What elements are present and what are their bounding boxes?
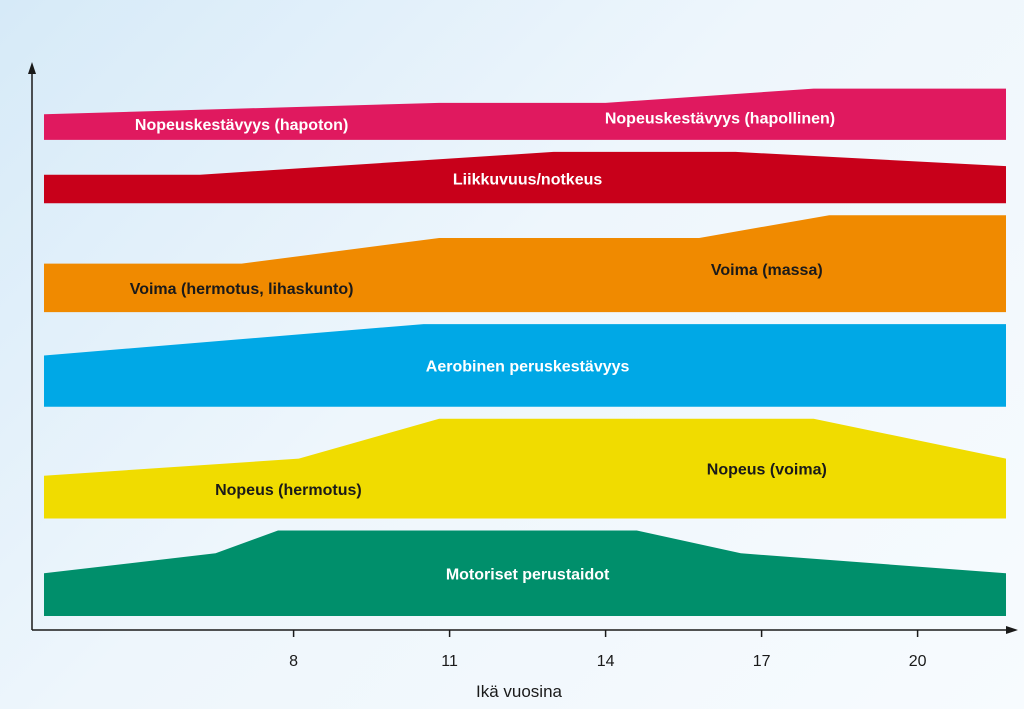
band-label-voima-2: Voima (massa) xyxy=(711,262,823,279)
x-tick-label: 20 xyxy=(909,653,927,670)
band-label-aerobinen-1: Aerobinen peruskestävyys xyxy=(426,358,630,375)
x-ticks: 8 11 14 17 20 xyxy=(289,630,927,670)
band-label-motoriset-1: Motoriset perustaidot xyxy=(446,566,610,583)
band-label-nopeuskestavyys-2: Nopeuskestävyys (hapollinen) xyxy=(605,110,835,127)
x-tick-label: 8 xyxy=(289,653,298,670)
band-liikkuvuus xyxy=(44,151,1006,204)
axes xyxy=(28,62,1018,634)
x-tick-label: 14 xyxy=(597,653,615,670)
y-axis-arrow xyxy=(28,62,36,74)
band-label-liikkuvuus-1: Liikkuvuus/notkeus xyxy=(453,171,602,188)
band-label-nopeus-2: Nopeus (voima) xyxy=(707,462,827,479)
x-tick-label: 11 xyxy=(441,653,458,670)
band-label-nopeuskestavyys-1: Nopeuskestävyys (hapoton) xyxy=(135,117,348,134)
band-motoriset xyxy=(44,530,1006,616)
x-axis-title: Ikä vuosina xyxy=(476,682,563,701)
band-label-voima-1: Voima (hermotus, lihaskunto) xyxy=(130,281,354,298)
x-tick-label: 17 xyxy=(753,653,771,670)
band-aerobinen xyxy=(44,324,1006,407)
band-label-nopeus-1: Nopeus (hermotus) xyxy=(215,482,362,499)
bands: Motoriset perustaidot Nopeus (hermotus) No… xyxy=(44,88,1006,616)
band-nopeuskestavyys xyxy=(44,88,1006,140)
band-voima xyxy=(44,215,1006,313)
x-axis-arrow xyxy=(1006,626,1018,634)
band-nopeus xyxy=(44,418,1006,519)
